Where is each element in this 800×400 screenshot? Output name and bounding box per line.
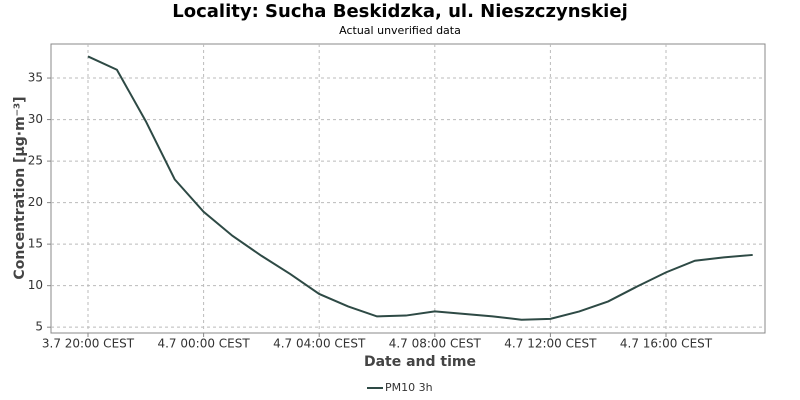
y-tick-label: 15 [28, 237, 43, 251]
x-tick-label: 4.7 04:00 CEST [273, 337, 366, 351]
y-tick-label: 10 [28, 278, 43, 292]
y-axis-label: Concentration [µg·m⁻³] [12, 96, 28, 279]
x-tick-label: 3.7 20:00 CEST [42, 337, 135, 351]
y-tick-label: 30 [28, 112, 43, 126]
plot-frame [50, 43, 766, 334]
chart-subtitle: Actual unverified data [339, 24, 461, 37]
x-tick-label: 4.7 16:00 CEST [620, 337, 713, 351]
legend-label: PM10 3h [385, 381, 433, 394]
data-line [87, 55, 753, 321]
chart-title: Locality: Sucha Beskidzka, ul. Nieszczyn… [172, 1, 627, 22]
x-tick-label: 4.7 12:00 CEST [504, 337, 597, 351]
x-tick-label: 4.7 00:00 CEST [157, 337, 250, 351]
y-tick-label: 5 [35, 320, 43, 334]
x-axis-label: Date and time [364, 354, 476, 370]
y-tick-label: 25 [28, 154, 43, 168]
y-tick-label: 35 [28, 71, 43, 85]
y-tick-label: 20 [28, 195, 43, 209]
x-tick-label: 4.7 08:00 CEST [389, 337, 482, 351]
